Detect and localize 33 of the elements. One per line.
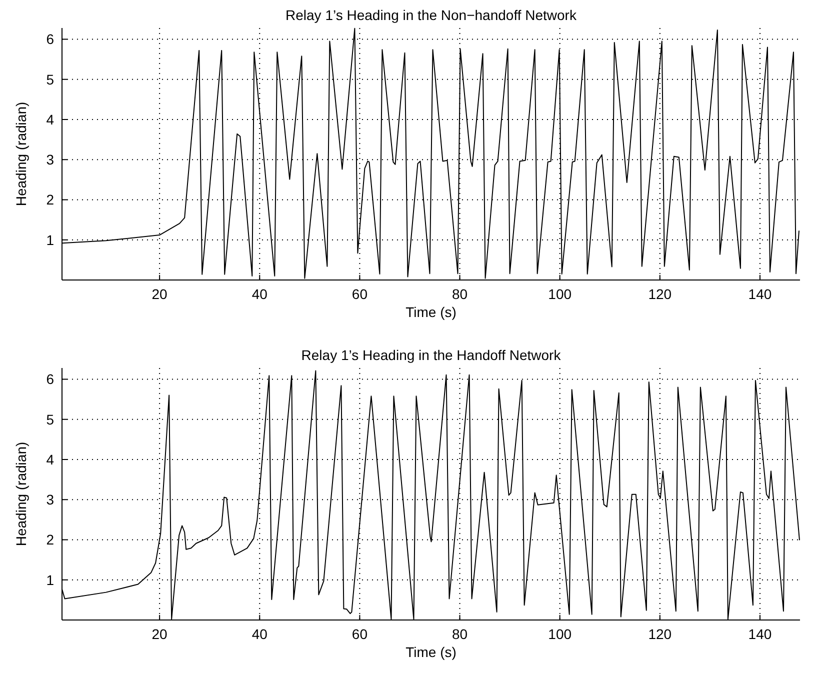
y-tick-label: 1 bbox=[46, 572, 54, 588]
x-tick-label: 140 bbox=[748, 286, 772, 302]
y-axis-title: Heading (radian) bbox=[13, 442, 29, 546]
x-axis-title: Time (s) bbox=[406, 304, 456, 320]
y-tick-label: 5 bbox=[46, 71, 54, 88]
x-tick-label: 100 bbox=[548, 626, 572, 642]
x-tick-label: 60 bbox=[352, 286, 368, 302]
y-tick-label: 6 bbox=[46, 371, 54, 388]
x-tick-label: 100 bbox=[548, 286, 572, 302]
x-axis-title: Time (s) bbox=[406, 644, 456, 660]
x-tick-label: 20 bbox=[152, 286, 168, 302]
x-tick-label: 80 bbox=[452, 286, 468, 302]
x-tick-label: 40 bbox=[252, 626, 268, 642]
x-tick-label: 120 bbox=[648, 626, 672, 642]
x-tick-label: 40 bbox=[252, 286, 268, 302]
y-tick-label: 3 bbox=[46, 492, 54, 508]
x-tick-label: 60 bbox=[352, 626, 368, 642]
y-tick-label: 5 bbox=[46, 411, 54, 428]
y-tick-label: 1 bbox=[46, 232, 54, 248]
y-tick-label: 2 bbox=[46, 532, 54, 548]
y-tick-label: 4 bbox=[46, 451, 54, 468]
chart-title: Relay 1’s Heading in the Handoff Network bbox=[301, 347, 562, 363]
x-tick-label: 120 bbox=[648, 286, 672, 302]
x-tick-label: 20 bbox=[152, 626, 168, 642]
y-tick-label: 4 bbox=[46, 111, 54, 128]
y-tick-label: 6 bbox=[46, 31, 54, 48]
y-tick-label: 3 bbox=[46, 152, 54, 168]
y-axis-title: Heading (radian) bbox=[13, 102, 29, 206]
x-tick-label: 80 bbox=[452, 626, 468, 642]
x-tick-label: 140 bbox=[748, 626, 772, 642]
line-series bbox=[62, 28, 800, 279]
chart-title: Relay 1’s Heading in the Non−handoff Network bbox=[286, 7, 578, 23]
y-tick-label: 2 bbox=[46, 192, 54, 208]
